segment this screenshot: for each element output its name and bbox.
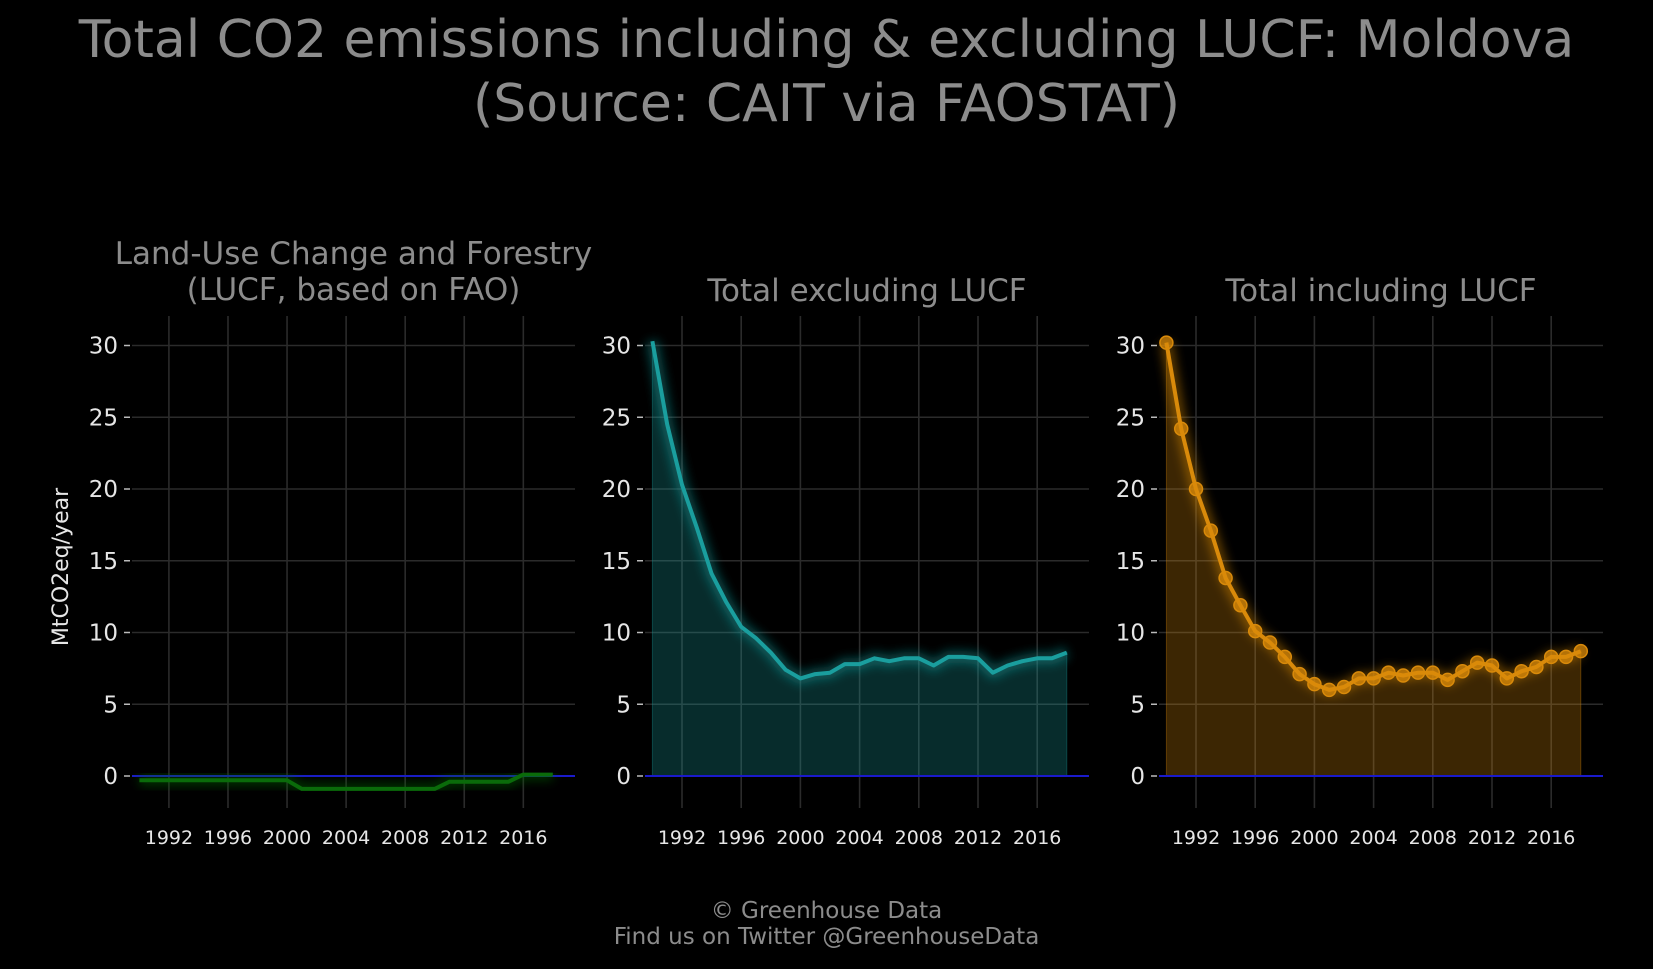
data-point	[1395, 668, 1411, 683]
x-tick-label: 1996	[717, 827, 765, 849]
x-tick-label: 2000	[1290, 827, 1338, 849]
data-point	[1455, 663, 1470, 679]
data-point	[1558, 649, 1574, 665]
y-tick-label: 0	[616, 764, 631, 790]
x-tick-label: 2008	[895, 827, 943, 849]
series-line	[139, 772, 553, 791]
panel-title-line: Land-Use Change and Forestry	[115, 236, 593, 272]
data-point	[1499, 671, 1515, 686]
panel-title-line: Total excluding LUCF	[706, 273, 1026, 309]
data-point	[1307, 676, 1322, 692]
y-tick-label: 0	[1130, 764, 1145, 790]
data-point	[1514, 663, 1529, 679]
x-tick-label: 1992	[658, 827, 706, 849]
data-point	[1321, 682, 1337, 698]
data-point	[1410, 665, 1426, 680]
x-tick-label: 2016	[1527, 827, 1575, 849]
data-point	[1529, 659, 1544, 675]
chart-main-title: Total CO2 emissions including & excludin…	[0, 8, 1653, 136]
data-point	[1277, 649, 1293, 665]
main-title-line-2: (Source: CAIT via FAOSTAT)	[472, 74, 1181, 134]
x-tick-label: 2004	[1349, 827, 1397, 849]
x-tick-label: 2004	[322, 827, 370, 849]
panel-title-line: Total including LUCF	[1224, 273, 1536, 309]
footer-credit: © Greenhouse Data Find us on Twitter @Gr…	[0, 898, 1653, 950]
y-tick-label: 30	[89, 334, 118, 360]
data-point	[1573, 643, 1589, 659]
data-point	[1469, 655, 1485, 670]
y-tick-label: 10	[602, 621, 631, 647]
y-tick-label: 5	[103, 692, 118, 718]
y-tick-label: 10	[1116, 621, 1145, 647]
x-tick-label: 2000	[263, 827, 311, 849]
data-point	[1543, 649, 1559, 665]
chart-panel-2: 0 5 10 15 20 25 30 1992 1996 2000 2004 2008 2012 2016…	[602, 273, 1089, 849]
x-tick-label: 2016	[1013, 827, 1061, 849]
panel-title-line: (LUCF, based on FAO)	[187, 272, 521, 308]
x-tick-label: 2012	[440, 827, 488, 849]
y-tick-label: 30	[602, 334, 631, 360]
x-tick-label: 1996	[204, 827, 252, 849]
y-tick-label: 5	[1130, 692, 1145, 718]
series-line	[650, 340, 1068, 681]
y-tick-label: 10	[89, 621, 118, 647]
x-tick-label: 2012	[1468, 827, 1516, 849]
data-point	[1188, 481, 1204, 497]
y-tick-label: 30	[1116, 334, 1145, 360]
x-tick-label: 2016	[499, 827, 547, 849]
y-tick-label: 0	[103, 764, 118, 790]
y-tick-label: 20	[89, 477, 118, 503]
data-point	[1218, 570, 1233, 586]
chart-panel-3: 0 5 10 15 20 25 30 1992 1996 2000 2004 2008 2012 2016…	[1116, 273, 1603, 849]
data-point	[1233, 597, 1248, 613]
y-tick-label: 25	[1116, 405, 1145, 431]
data-point	[1425, 665, 1441, 680]
chart-panel-1: 0 5 10 15 20 25 30 1992 1996 2000 2004 2008 2012 2016…	[49, 236, 592, 849]
y-tick-label: 20	[1116, 477, 1145, 503]
x-tick-label: 2008	[381, 827, 429, 849]
data-point	[1484, 658, 1500, 673]
x-tick-label: 1992	[1172, 827, 1220, 849]
x-tick-label: 1992	[145, 827, 193, 849]
data-point	[1351, 671, 1367, 686]
data-point	[1173, 421, 1189, 436]
footer-line-2: Find us on Twitter @GreenhouseData	[613, 924, 1040, 950]
x-tick-label: 2008	[1409, 827, 1457, 849]
data-point	[1381, 665, 1396, 680]
y-tick-label: 15	[89, 549, 118, 575]
data-point	[1292, 666, 1307, 682]
data-point	[1440, 672, 1455, 688]
x-tick-label: 2000	[776, 827, 824, 849]
y-tick-label: 15	[602, 549, 631, 575]
y-axis-label: MtCO2eq/year	[49, 487, 74, 646]
y-tick-label: 20	[602, 477, 631, 503]
main-title-line-1: Total CO2 emissions including & excludin…	[78, 10, 1575, 70]
y-tick-label: 25	[602, 405, 631, 431]
footer-line-1: © Greenhouse Data	[710, 898, 943, 924]
x-tick-label: 2012	[954, 827, 1002, 849]
y-tick-label: 15	[1116, 549, 1145, 575]
y-tick-label: 25	[89, 405, 118, 431]
data-point	[1203, 523, 1219, 538]
data-point	[1159, 335, 1174, 350]
x-tick-label: 1996	[1231, 827, 1279, 849]
data-point	[1262, 635, 1278, 650]
data-point	[1336, 679, 1352, 695]
data-point	[1247, 623, 1263, 639]
y-tick-label: 5	[616, 692, 631, 718]
x-tick-label: 2004	[835, 827, 883, 849]
data-point	[1366, 671, 1381, 686]
